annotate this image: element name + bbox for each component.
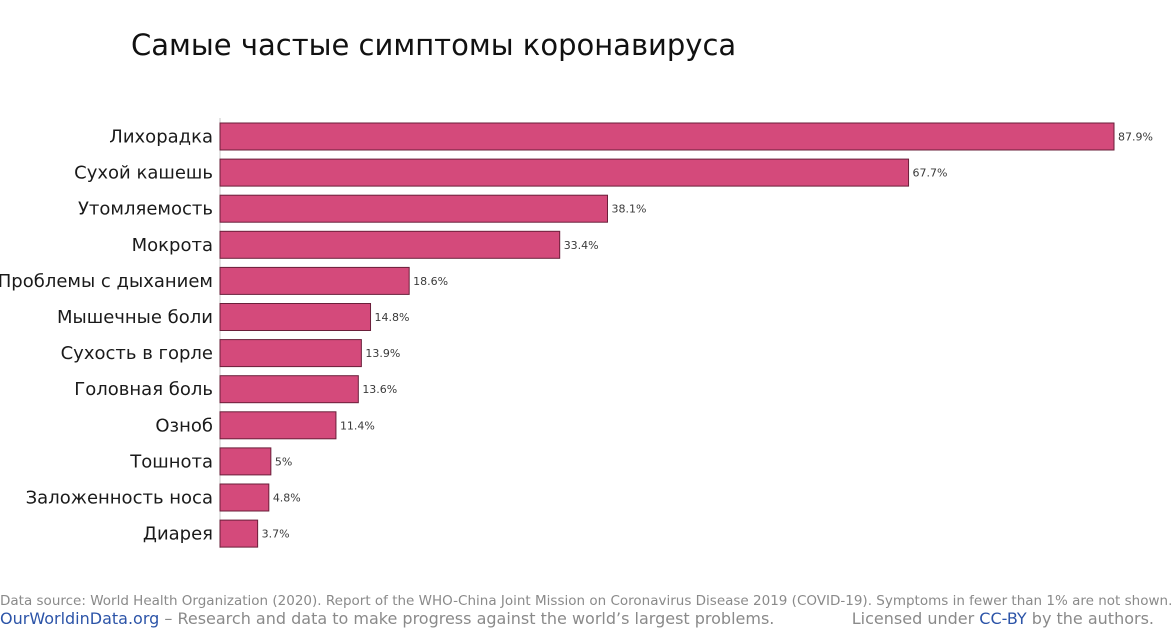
bar-chart: Лихорадка 87.9% Сухой кашешь 67.7% Утомляемо… <box>0 118 1153 548</box>
owid-tagline: – Research and data to make progress aga… <box>159 609 775 628</box>
bar-7 <box>219 339 362 368</box>
bar-4 <box>219 230 561 259</box>
value-label: 38.1% <box>612 203 647 216</box>
category-label: Заложенность носа <box>26 488 213 509</box>
value-label: 87.9% <box>1118 131 1153 144</box>
bar-1 <box>219 122 1115 151</box>
category-label: Головная боль <box>74 379 213 400</box>
bars-group: Лихорадка 87.9% Сухой кашешь 67.7% Утомляемо… <box>0 122 1153 548</box>
category-label: Озноб <box>155 415 213 436</box>
value-label: 5% <box>275 455 292 468</box>
category-label: Утомляемость <box>78 199 213 220</box>
bar-9 <box>219 411 337 440</box>
category-label: Сухость в горле <box>61 343 213 364</box>
bar-6 <box>219 303 372 331</box>
category-label: Мокрота <box>132 235 213 256</box>
license-text: Licensed under CC-BY by the authors. <box>852 609 1154 628</box>
bar-2 <box>219 158 910 187</box>
bar-12 <box>219 519 259 548</box>
value-label: 14.8% <box>375 311 410 324</box>
bar-3 <box>219 194 609 223</box>
category-label: Лихорадка <box>109 127 213 148</box>
value-label: 4.8% <box>273 492 301 505</box>
category-label: Мышечные боли <box>57 307 213 328</box>
bar-10 <box>219 447 272 476</box>
bar-8 <box>219 375 359 404</box>
bar-11 <box>219 483 270 512</box>
category-label: Тошнота <box>129 451 213 472</box>
value-label: 33.4% <box>564 239 599 252</box>
value-label: 13.9% <box>365 347 400 360</box>
value-label: 18.6% <box>413 275 448 288</box>
license-suffix: by the authors. <box>1026 609 1154 628</box>
value-label: 13.6% <box>362 383 397 396</box>
value-label: 67.7% <box>913 167 948 180</box>
chart-title: Самые частые симптомы коронавируса <box>131 28 737 62</box>
license-prefix: Licensed under <box>851 609 980 628</box>
category-label: Проблемы с дыханием <box>0 271 213 292</box>
bar-5 <box>219 266 410 295</box>
credit-left: OurWorldinData.org – Research and data t… <box>0 609 774 628</box>
owid-link[interactable]: OurWorldinData.org <box>0 609 160 628</box>
category-label: Диарея <box>143 524 213 545</box>
value-label: 3.7% <box>262 528 290 541</box>
license-link[interactable]: CC-BY <box>979 609 1027 628</box>
value-label: 11.4% <box>340 419 375 432</box>
data-source-note: Data source: World Health Organization (… <box>0 593 1173 609</box>
category-label: Сухой кашешь <box>74 163 213 184</box>
